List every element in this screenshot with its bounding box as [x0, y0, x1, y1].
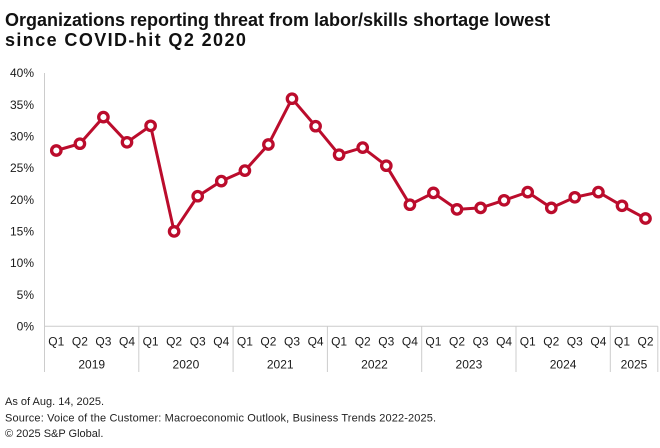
svg-text:30%: 30%	[10, 130, 34, 144]
svg-text:2023: 2023	[456, 358, 483, 372]
svg-text:Q4: Q4	[402, 335, 418, 349]
svg-text:2022: 2022	[361, 358, 388, 372]
svg-text:Q3: Q3	[378, 335, 394, 349]
svg-text:Q4: Q4	[496, 335, 512, 349]
svg-text:Q1: Q1	[48, 335, 64, 349]
svg-text:5%: 5%	[17, 288, 35, 302]
svg-text:35%: 35%	[10, 98, 34, 112]
svg-text:2025: 2025	[621, 358, 648, 372]
svg-text:Q2: Q2	[355, 335, 371, 349]
svg-text:As of Aug. 14, 2025.: As of Aug. 14, 2025.	[5, 396, 104, 408]
svg-text:Q3: Q3	[473, 335, 489, 349]
svg-text:Q2: Q2	[72, 335, 88, 349]
svg-text:Q4: Q4	[308, 335, 324, 349]
svg-text:2021: 2021	[267, 358, 294, 372]
svg-text:Organizations reporting threat: Organizations reporting threat from labo…	[5, 10, 550, 30]
svg-text:Q4: Q4	[119, 335, 135, 349]
svg-text:Q4: Q4	[590, 335, 606, 349]
svg-text:2020: 2020	[173, 358, 200, 372]
svg-text:15%: 15%	[10, 224, 34, 238]
svg-text:0%: 0%	[17, 319, 35, 333]
svg-text:20%: 20%	[10, 193, 34, 207]
svg-text:Q2: Q2	[166, 335, 182, 349]
svg-text:Q3: Q3	[284, 335, 300, 349]
svg-text:Q3: Q3	[567, 335, 583, 349]
svg-text:Q1: Q1	[520, 335, 536, 349]
svg-text:Q1: Q1	[614, 335, 630, 349]
svg-text:Q2: Q2	[260, 335, 276, 349]
svg-text:10%: 10%	[10, 256, 34, 270]
svg-text:Q1: Q1	[425, 335, 441, 349]
svg-text:Q2: Q2	[543, 335, 559, 349]
svg-text:Q1: Q1	[331, 335, 347, 349]
svg-text:Q2: Q2	[637, 335, 653, 349]
svg-text:Q2: Q2	[449, 335, 465, 349]
svg-text:Q3: Q3	[95, 335, 111, 349]
svg-text:25%: 25%	[10, 161, 34, 175]
svg-text:2019: 2019	[78, 358, 105, 372]
svg-text:40%: 40%	[10, 66, 34, 80]
svg-text:Q3: Q3	[190, 335, 206, 349]
svg-text:2024: 2024	[550, 358, 577, 372]
svg-text:Source: Voice of the Customer:: Source: Voice of the Customer: Macroecon…	[5, 412, 436, 424]
svg-text:Q1: Q1	[237, 335, 253, 349]
svg-text:Q1: Q1	[143, 335, 159, 349]
svg-text:since COVID-hit Q2 2020: since COVID-hit Q2 2020	[5, 30, 247, 50]
svg-text:© 2025 S&P Global.: © 2025 S&P Global.	[5, 428, 103, 440]
svg-text:Q4: Q4	[213, 335, 229, 349]
